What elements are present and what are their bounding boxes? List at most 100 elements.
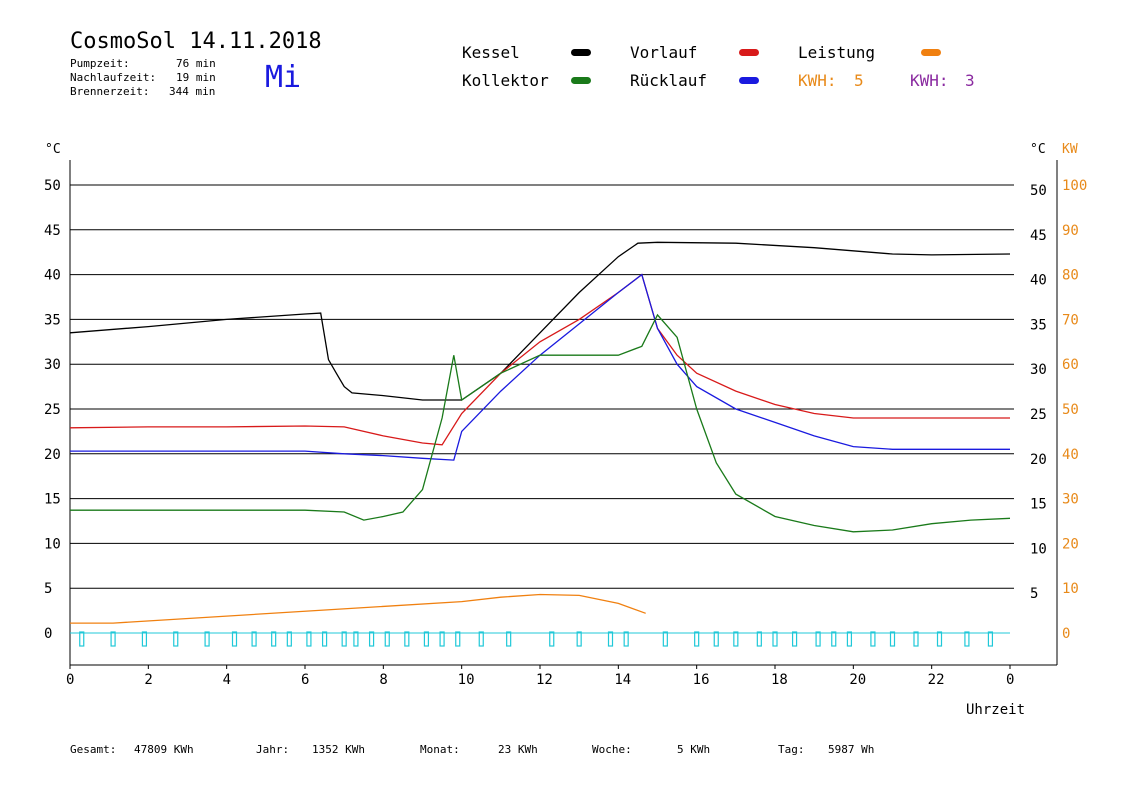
right-axis-unit-kw: KW bbox=[1062, 142, 1078, 157]
pump-marker bbox=[713, 631, 719, 647]
legend-kwh2-label: KWH: bbox=[910, 71, 949, 90]
y-right-tick-label: 25 bbox=[1030, 407, 1047, 423]
series-line-rücklauf bbox=[70, 273, 1010, 461]
pump-marker bbox=[576, 631, 582, 647]
y-tick-label: 15 bbox=[44, 492, 61, 508]
y-tick-label: 10 bbox=[44, 536, 61, 552]
x-tick-label: 20 bbox=[849, 672, 866, 688]
left-axis-unit: °C bbox=[45, 142, 61, 157]
y-tick-label: 0 bbox=[44, 626, 52, 642]
y2-tick-label: 0 bbox=[1062, 626, 1070, 642]
x-tick-label: 22 bbox=[928, 672, 945, 688]
y2-tick-label: 100 bbox=[1062, 178, 1087, 194]
legend-kessel-swatch bbox=[571, 49, 591, 56]
y-right-tick-label: 30 bbox=[1030, 362, 1047, 378]
pump-marker bbox=[478, 631, 484, 647]
stat-label-brennerzeit: Brennerzeit: bbox=[70, 85, 150, 98]
right-axis-unit: °C bbox=[1030, 142, 1046, 157]
pump-marker bbox=[791, 631, 798, 647]
pump-marker bbox=[321, 631, 328, 647]
series-line-kollektor bbox=[70, 313, 1011, 533]
y-right-tick-label: 10 bbox=[1030, 541, 1047, 557]
pump-marker bbox=[889, 631, 896, 647]
footer-monat-value: 23 KWh bbox=[498, 743, 538, 756]
pump-marker bbox=[439, 631, 445, 647]
pump-marker bbox=[271, 631, 277, 647]
legend-ruecklauf-swatch bbox=[739, 77, 759, 84]
pump-marker bbox=[110, 631, 116, 647]
pump-marker bbox=[936, 631, 943, 647]
pump-marker bbox=[549, 631, 555, 647]
pump-marker bbox=[404, 631, 410, 647]
y-tick-label: 45 bbox=[44, 223, 61, 239]
footer-woche-label: Woche: bbox=[592, 743, 632, 756]
chart-title: CosmoSol 14.11.2018 bbox=[70, 29, 322, 54]
legend-vorlauf-label: Vorlauf bbox=[630, 43, 698, 62]
y-tick-label: 5 bbox=[44, 581, 52, 597]
footer-gesamt-label: Gesamt: bbox=[70, 743, 117, 756]
pump-marker bbox=[607, 631, 614, 647]
pump-marker bbox=[870, 631, 876, 647]
footer-woche-value: 5 KWh bbox=[677, 743, 711, 756]
x-tick-label: 0 bbox=[1006, 672, 1014, 688]
footer-tag-label: Tag: bbox=[778, 743, 805, 756]
stat-label-pumpzeit: Pumpzeit: bbox=[70, 57, 130, 70]
y-tick-label: 30 bbox=[44, 357, 61, 373]
pump-marker bbox=[733, 631, 739, 647]
series-line-vorlauf bbox=[69, 273, 1010, 446]
legend-kessel-label: Kessel bbox=[462, 43, 520, 62]
x-tick-label: 12 bbox=[536, 672, 553, 688]
y-tick-label: 35 bbox=[44, 312, 61, 328]
pump-marker bbox=[368, 631, 375, 647]
pump-marker bbox=[964, 631, 970, 647]
pump-marker bbox=[455, 631, 461, 647]
footer-gesamt-value: 47809 KWh bbox=[134, 743, 194, 756]
x-tick-label: 18 bbox=[771, 672, 788, 688]
y2-tick-label: 40 bbox=[1062, 447, 1079, 463]
weekday-label: Mi bbox=[265, 60, 302, 95]
y-right-tick-label: 45 bbox=[1030, 228, 1047, 244]
stat-value-nachlaufzeit: 19 min bbox=[176, 71, 216, 84]
y-right-tick-label: 20 bbox=[1030, 452, 1047, 468]
pump-marker bbox=[423, 631, 430, 647]
series-line-kessel bbox=[69, 241, 1011, 401]
y-right-tick-label: 50 bbox=[1030, 183, 1047, 199]
pump-marker bbox=[506, 631, 512, 647]
pump-marker bbox=[831, 631, 837, 647]
y2-tick-label: 20 bbox=[1062, 536, 1079, 552]
stat-value-brennerzeit: 344 min bbox=[169, 85, 216, 98]
pump-marker bbox=[756, 631, 762, 647]
x-tick-label: 10 bbox=[458, 672, 475, 688]
pump-marker bbox=[623, 631, 629, 647]
y2-tick-label: 30 bbox=[1062, 492, 1079, 508]
legend-kwh2-value: 3 bbox=[965, 71, 975, 90]
x-tick-label: 6 bbox=[301, 672, 309, 688]
x-tick-label: 14 bbox=[614, 672, 631, 688]
legend-kollektor-label: Kollektor bbox=[462, 71, 549, 90]
pump-marker bbox=[772, 631, 778, 647]
pump-marker bbox=[79, 631, 85, 647]
legend-kwh1-label: KWH: bbox=[798, 71, 837, 90]
y-tick-label: 40 bbox=[44, 268, 61, 284]
x-tick-label: 4 bbox=[223, 672, 231, 688]
pump-marker bbox=[251, 631, 257, 647]
y-right-tick-label: 15 bbox=[1030, 497, 1047, 513]
stat-value-pumpzeit: 76 min bbox=[176, 57, 216, 70]
series-line-leistung bbox=[70, 593, 646, 624]
x-tick-label: 16 bbox=[693, 672, 710, 688]
pump-marker bbox=[662, 631, 668, 647]
x-tick-label: 2 bbox=[144, 672, 152, 688]
pump-marker bbox=[173, 631, 179, 647]
x-tick-label: 8 bbox=[379, 672, 387, 688]
pump-marker bbox=[286, 631, 292, 647]
x-axis-label: Uhrzeit bbox=[966, 702, 1026, 718]
pump-marker bbox=[913, 631, 919, 647]
y-tick-label: 20 bbox=[44, 447, 61, 463]
pump-marker bbox=[846, 631, 853, 647]
pump-marker bbox=[815, 631, 821, 647]
pump-marker bbox=[141, 631, 148, 647]
legend-leistung-swatch bbox=[921, 49, 941, 56]
y-right-tick-label: 5 bbox=[1030, 586, 1038, 602]
y2-tick-label: 60 bbox=[1062, 357, 1079, 373]
